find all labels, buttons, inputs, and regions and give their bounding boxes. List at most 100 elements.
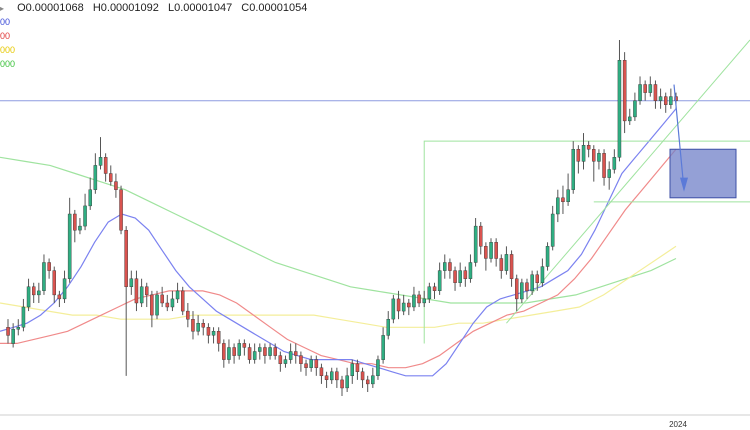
close-value: 0.00001054 [249,2,308,14]
moving-average-fast [0,108,677,377]
candle-body [32,286,36,296]
candle-body [422,298,427,304]
candle-body [417,294,421,304]
candle-body [57,294,62,300]
candle-body [78,225,82,231]
candle-body [453,270,457,283]
candle-body [479,225,483,247]
candle-body [586,144,591,150]
candle-body [98,157,103,166]
candle-body [273,347,278,356]
candle-body [561,197,565,203]
low-value: 0.00001047 [174,2,233,14]
candle-body [540,266,545,284]
candle-body [628,116,632,122]
ohlc-readout: ▸ O0.00001068 H0.00001092 L0.00001047 C0… [0,2,307,15]
close-label: C [241,2,250,14]
candle-body [37,290,41,296]
candle-body [175,290,180,300]
high-value: 0.00001092 [100,2,159,14]
candle-body [206,327,211,336]
candle-body [119,189,123,231]
candle-body [396,298,401,312]
candle-body [103,157,108,174]
candle-body [67,213,72,279]
candle-body [319,367,324,377]
candle-body [571,148,576,190]
candle-body [664,96,668,105]
candle-body [509,254,514,279]
candle-body [278,355,283,364]
candle-body [340,379,344,389]
candle-body [83,205,87,227]
open-value: 0.00001068 [25,2,84,14]
candle-body [263,347,267,356]
open-label: O [17,2,26,14]
candle-body [26,286,31,308]
candle-body [144,286,149,296]
candle-body [134,278,139,304]
candle-body [242,343,247,348]
candle-body [648,84,653,93]
candle-body [530,274,534,292]
candle-body [258,347,262,352]
candle-body [165,302,170,308]
candle-body [371,375,375,385]
candle-body [216,331,221,344]
candle-body [345,375,349,389]
high-label: H [92,2,101,14]
candle-body [535,274,540,284]
candle-body [160,294,164,304]
candle-body [47,262,51,271]
candle-body [581,144,586,162]
candle-body [196,323,200,332]
candle-body [114,181,118,190]
candle-body [463,270,468,279]
candle-body [11,329,15,344]
candle-body [88,189,92,207]
candle-body [150,294,154,316]
candle-body [525,282,529,292]
candle-body [597,153,601,162]
candle-body [458,270,462,283]
candle-body [129,278,134,288]
candle-body [437,270,442,292]
candle-body [602,153,606,178]
candle-body [330,371,334,381]
candle-body [643,84,647,93]
candle-body [499,258,504,271]
candle-body [186,310,190,320]
candle-body [237,343,241,356]
candle-body [180,290,185,312]
candle-body [42,262,46,291]
low-label: L [167,2,175,14]
candle-body [432,286,437,291]
candle-body [252,351,257,360]
candle-body [155,294,159,316]
candle-body [473,225,478,263]
projection-arrow-line [673,84,685,190]
candle-body [504,254,509,271]
x-tick-label-2024: 2024 [669,420,687,429]
candle-body [201,323,205,328]
candle-body [355,363,360,373]
candle-body [170,298,175,308]
resistance-level-line [423,140,750,344]
candle-body [139,286,144,304]
candle-body [304,363,308,368]
candle-body [638,84,642,101]
trend-line [506,39,750,324]
candle-body [283,359,288,364]
candle-body [232,347,236,356]
candle-body [314,359,319,368]
candle-body [607,169,612,178]
candle-body [617,60,622,158]
candle-body [376,359,380,377]
candle-body [515,278,519,300]
candle-body [360,371,365,381]
candle-body [550,213,555,247]
candle-body [592,148,596,162]
collapse-arrow-icon[interactable]: ▸ [0,4,5,13]
candle-body [484,246,488,259]
